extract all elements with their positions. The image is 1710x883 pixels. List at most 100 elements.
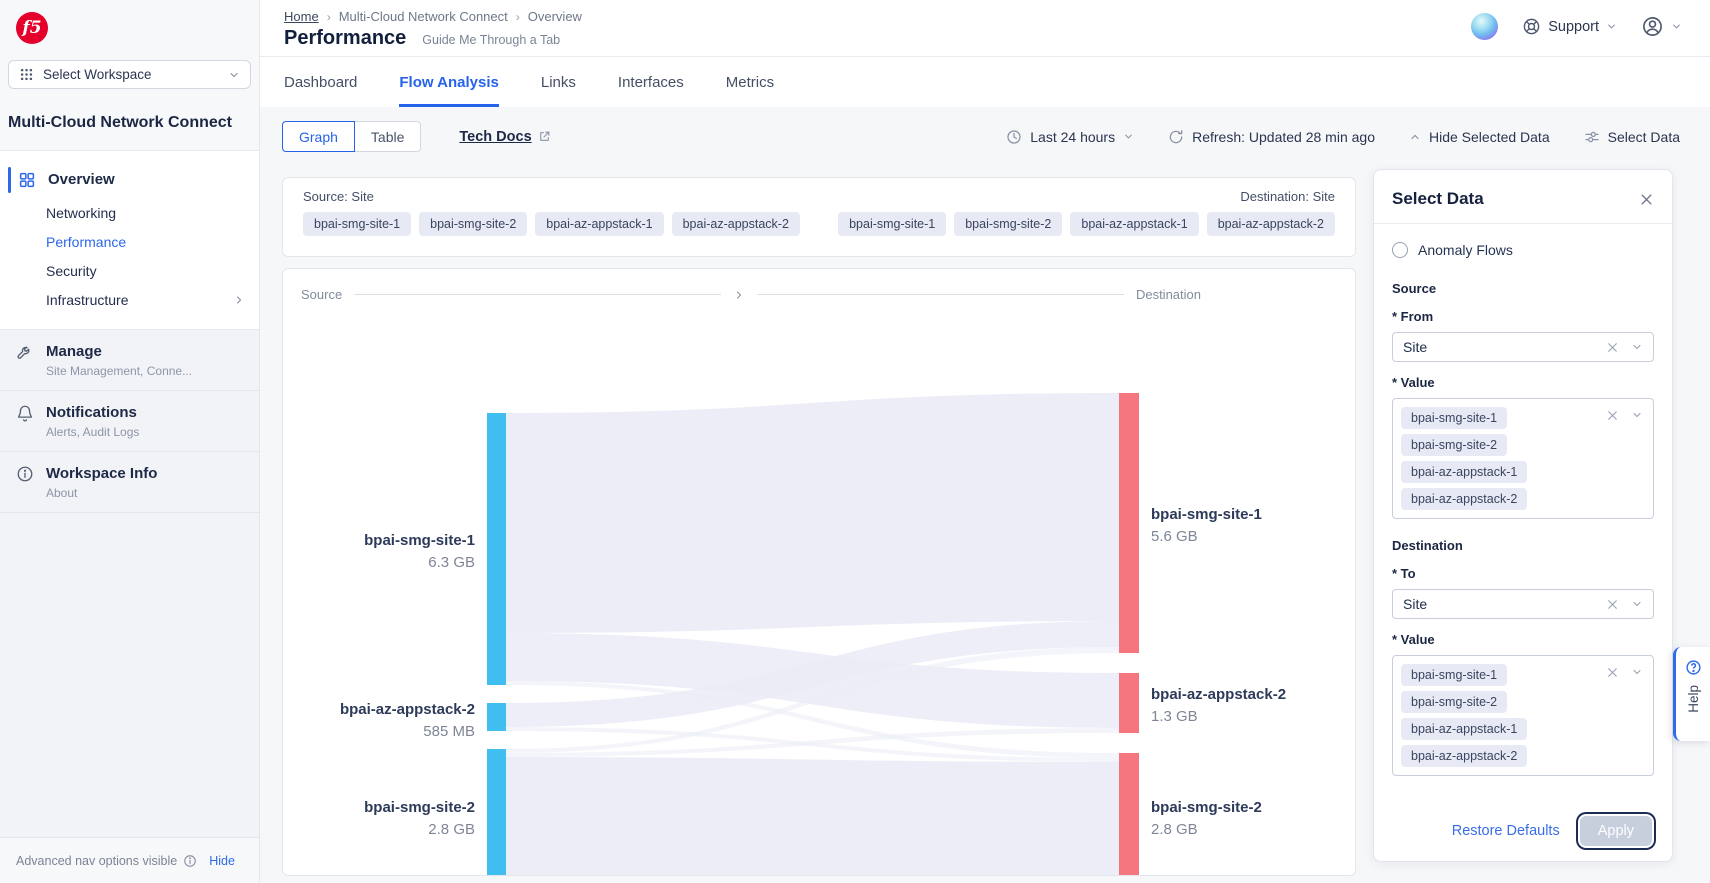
sidebar-item-security[interactable]: Security [0,257,259,286]
anomaly-flows-radio[interactable]: Anomaly Flows [1392,242,1654,258]
destination-chip[interactable]: bpai-smg-site-2 [954,212,1063,236]
sidebar-item-notifications-label: Notifications [46,404,137,422]
destination-value-multiselect[interactable]: bpai-smg-site-1 bpai-smg-site-2 bpai-az-… [1392,655,1654,776]
apply-button[interactable]: Apply [1579,816,1652,846]
sidebar-item-overview-label: Overview [48,171,115,189]
clear-icon[interactable] [1606,341,1619,354]
tab-links[interactable]: Links [540,74,576,91]
user-avatar-icon [1641,15,1664,38]
destination-value-chip[interactable]: bpai-az-appstack-1 [1401,718,1528,740]
refresh-button[interactable]: Refresh: Updated 28 min ago [1168,129,1375,145]
source-node-value: 6.3 GB [428,554,475,571]
chevron-down-icon[interactable] [1631,409,1643,422]
destination-node-bpai-az-appstack-2 [1119,673,1139,733]
brand-logo[interactable]: f5 [0,0,259,44]
tab-dashboard[interactable]: Dashboard [284,74,358,91]
to-select[interactable]: Site [1392,589,1654,619]
tab-flow-analysis[interactable]: Flow Analysis [399,74,499,107]
breadcrumb-mcn[interactable]: Multi-Cloud Network Connect [338,9,508,24]
source-value-chip[interactable]: bpai-az-appstack-2 [1401,488,1528,510]
source-chip[interactable]: bpai-az-appstack-1 [535,212,664,236]
sidebar-lower: Manage Site Management, Conne... Notific… [0,329,259,883]
flow-sankey-card: Source Destination [282,268,1356,876]
radio-icon [1392,242,1408,258]
clear-icon[interactable] [1606,666,1619,679]
chevron-down-icon [1671,21,1682,32]
tab-bar: Dashboard Flow Analysis Links Interfaces… [260,57,1710,107]
source-site-label: Source: Site [303,189,374,204]
destination-value-chip[interactable]: bpai-az-appstack-2 [1401,745,1528,767]
clear-icon[interactable] [1606,409,1619,422]
destination-node-value: 2.8 GB [1151,821,1198,838]
tech-docs-link[interactable]: Tech Docs [459,129,550,145]
hide-advanced-nav-link[interactable]: Hide [209,853,235,868]
source-value-chip[interactable]: bpai-smg-site-2 [1401,434,1508,456]
external-link-icon [538,130,551,143]
sidebar-item-notifications[interactable]: Notifications Alerts, Audit Logs [0,391,259,452]
bell-icon [16,404,34,422]
chevron-right-icon [233,294,245,306]
support-menu[interactable]: Support [1522,17,1617,36]
source-chip[interactable]: bpai-smg-site-1 [303,212,412,236]
select-data-button[interactable]: Select Data [1584,129,1680,145]
chevron-down-icon[interactable] [1631,666,1643,679]
nav-group-overview: Overview Networking Performance Security… [0,149,259,330]
sidebar-item-overview[interactable]: Overview [0,161,259,199]
user-menu[interactable] [1641,15,1682,38]
ai-assistant-icon[interactable] [1471,13,1499,40]
tab-interfaces[interactable]: Interfaces [617,74,684,91]
sidebar-item-workspace-info[interactable]: Workspace Info About [0,452,259,513]
source-node-label: bpai-az-appstack-2 [340,701,475,718]
destination-value-chip[interactable]: bpai-smg-site-2 [1401,691,1508,713]
table-view-button[interactable]: Table [354,121,422,152]
content-area: Graph Table Tech Docs Last 24 hours [260,107,1710,883]
destination-chip[interactable]: bpai-az-appstack-2 [1206,212,1335,236]
tech-docs-label: Tech Docs [459,128,532,145]
hide-selected-data-button[interactable]: Hide Selected Data [1409,129,1550,145]
from-select[interactable]: Site [1392,332,1654,362]
sidebar-item-manage-subtitle: Site Management, Conne... [46,363,193,378]
chevron-down-icon[interactable] [1631,598,1643,610]
sidebar-workspace-title: Multi-Cloud Network Connect [8,114,232,131]
restore-defaults-link[interactable]: Restore Defaults [1451,823,1560,839]
help-tab[interactable]: Help [1673,647,1710,741]
destination-node-value: 1.3 GB [1151,708,1198,725]
tab-metrics[interactable]: Metrics [725,74,775,91]
source-value-chip[interactable]: bpai-smg-site-1 [1401,407,1508,429]
sidebar-item-manage[interactable]: Manage Site Management, Conne... [0,330,259,391]
breadcrumb-overview[interactable]: Overview [527,9,582,24]
sidebar-item-performance[interactable]: Performance [0,228,259,257]
source-chip[interactable]: bpai-smg-site-2 [419,212,528,236]
clock-icon [1006,129,1022,145]
source-chip[interactable]: bpai-az-appstack-2 [671,212,800,236]
flow-site1-site2 [506,681,1119,758]
source-value-multiselect[interactable]: bpai-smg-site-1 bpai-smg-site-2 bpai-az-… [1392,398,1654,519]
breadcrumb-separator: › [515,9,520,24]
time-range-selector[interactable]: Last 24 hours [1006,129,1134,145]
destination-node-label: bpai-az-appstack-2 [1151,686,1286,703]
active-indicator [8,166,11,193]
destination-chip[interactable]: bpai-smg-site-1 [838,212,947,236]
workspace-selector[interactable]: Select Workspace [8,60,251,89]
chevron-right-icon [733,289,745,301]
chevron-down-icon[interactable] [1631,341,1643,353]
source-value-chip[interactable]: bpai-az-appstack-1 [1401,461,1528,483]
breadcrumb-home[interactable]: Home [284,9,319,24]
sankey-diagram[interactable]: bpai-smg-site-1 6.3 GB bpai-az-appstack-… [283,311,1356,876]
selected-data-summary-card: Source: Site Destination: Site bpai-smg-… [282,177,1356,257]
guide-me-link[interactable]: Guide Me Through a Tab [422,33,561,47]
clear-icon[interactable] [1606,598,1619,611]
sidebar-item-notifications-subtitle: Alerts, Audit Logs [46,424,140,439]
anomaly-flows-label: Anomaly Flows [1418,242,1513,258]
close-icon[interactable] [1639,192,1654,207]
sidebar-item-networking[interactable]: Networking [0,199,259,228]
destination-value-chip[interactable]: bpai-smg-site-1 [1401,664,1508,686]
destination-section-label: Destination [1392,538,1463,553]
destination-chip[interactable]: bpai-az-appstack-1 [1070,212,1199,236]
graph-view-button[interactable]: Graph [282,121,355,152]
source-node-value: 2.8 GB [428,821,475,838]
flow-site2-site2 [506,757,1119,875]
info-circle-icon [16,465,34,483]
sidebar-item-manage-label: Manage [46,343,102,361]
sidebar-item-infrastructure[interactable]: Infrastructure [0,286,259,315]
